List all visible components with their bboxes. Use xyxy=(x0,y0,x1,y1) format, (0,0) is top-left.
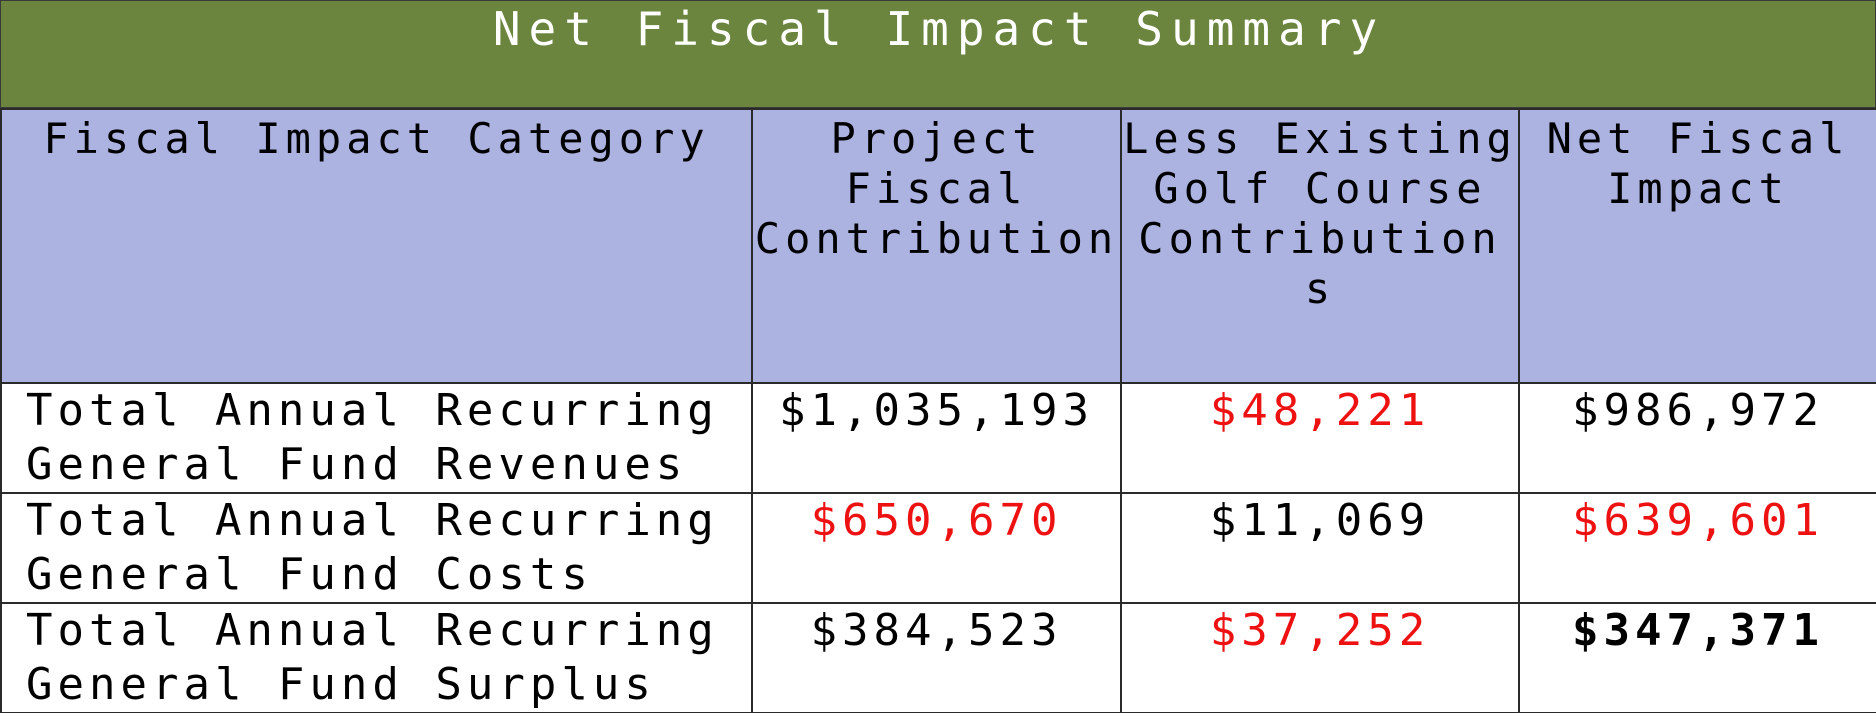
header-existing-golf-contribution: Less Existing Golf Course Contribution s xyxy=(1120,108,1520,384)
table-row: Total Annual Recurring General Fund Cost… xyxy=(0,492,1876,604)
row-existing-value: $11,069 xyxy=(1120,492,1520,604)
header-project-contribution: Project Fiscal Contribution xyxy=(751,108,1122,384)
table-row: Total Annual Recurring General Fund Surp… xyxy=(0,602,1876,713)
fiscal-impact-table: Fiscal Impact Category Project Fiscal Co… xyxy=(0,108,1876,713)
title-bar: Net Fiscal Impact Summary xyxy=(0,0,1876,108)
header-category: Fiscal Impact Category xyxy=(0,108,753,384)
row-project-value: $1,035,193 xyxy=(751,382,1122,494)
row-category: Total Annual Recurring General Fund Cost… xyxy=(0,492,753,604)
row-project-value: $650,670 xyxy=(751,492,1122,604)
row-project-value: $384,523 xyxy=(751,602,1122,713)
row-existing-value: $48,221 xyxy=(1120,382,1520,494)
table-row: Total Annual Recurring General Fund Reve… xyxy=(0,382,1876,494)
row-net-value: $347,371 xyxy=(1518,602,1876,713)
row-category: Total Annual Recurring General Fund Surp… xyxy=(0,602,753,713)
row-net-value: $986,972 xyxy=(1518,382,1876,494)
slide-title: Net Fiscal Impact Summary xyxy=(492,2,1386,56)
row-category: Total Annual Recurring General Fund Reve… xyxy=(0,382,753,494)
row-existing-value: $37,252 xyxy=(1120,602,1520,713)
table-header-row: Fiscal Impact Category Project Fiscal Co… xyxy=(0,108,1876,384)
row-net-value: $639,601 xyxy=(1518,492,1876,604)
header-net-fiscal-impact: Net Fiscal Impact xyxy=(1518,108,1876,384)
